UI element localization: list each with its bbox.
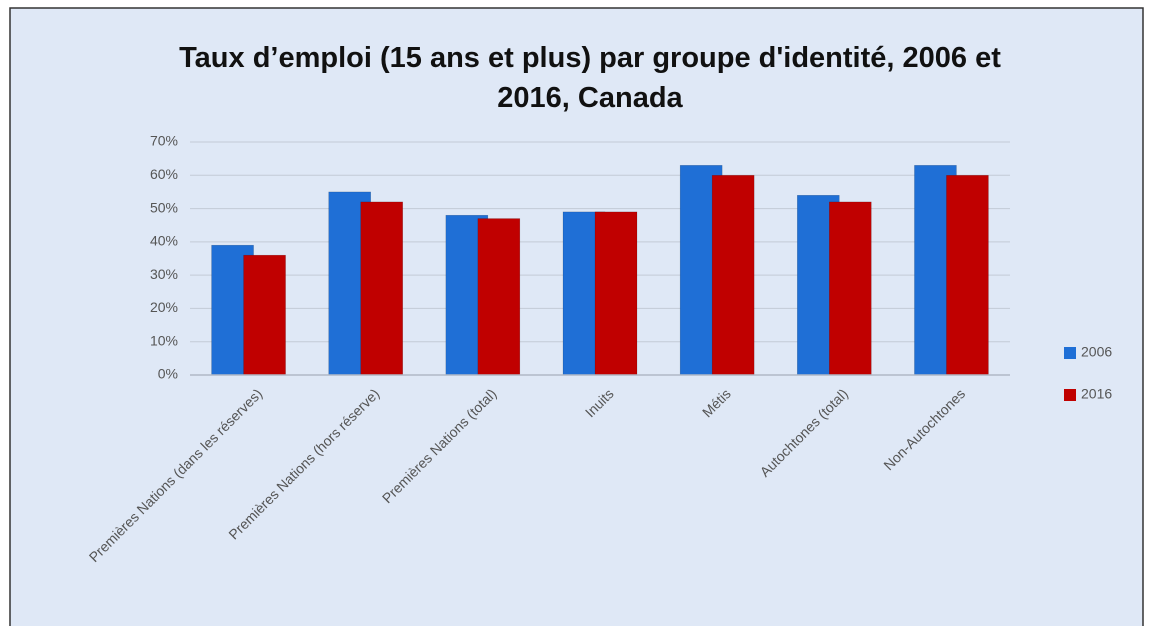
legend-swatch xyxy=(1064,389,1076,401)
bar xyxy=(477,218,521,376)
y-tick-label: 70% xyxy=(150,133,178,149)
y-tick-label: 0% xyxy=(158,366,178,382)
legend-swatch xyxy=(1064,347,1076,359)
bar xyxy=(243,254,286,376)
y-tick-label: 50% xyxy=(150,199,178,215)
legend-label: 2016 xyxy=(1081,386,1112,402)
y-tick-label: 40% xyxy=(150,233,178,249)
y-tick-label: 10% xyxy=(150,332,178,348)
bar xyxy=(829,201,872,376)
bar xyxy=(360,201,403,376)
y-tick-label: 60% xyxy=(150,166,178,182)
legend-label: 2006 xyxy=(1081,344,1112,360)
chart-title: Taux d’emploi (15 ans et plus) par group… xyxy=(179,42,1001,114)
bar xyxy=(946,175,989,376)
bar xyxy=(594,211,638,376)
y-tick-label: 20% xyxy=(150,299,178,315)
bar xyxy=(711,175,755,376)
y-tick-label: 30% xyxy=(150,266,178,282)
